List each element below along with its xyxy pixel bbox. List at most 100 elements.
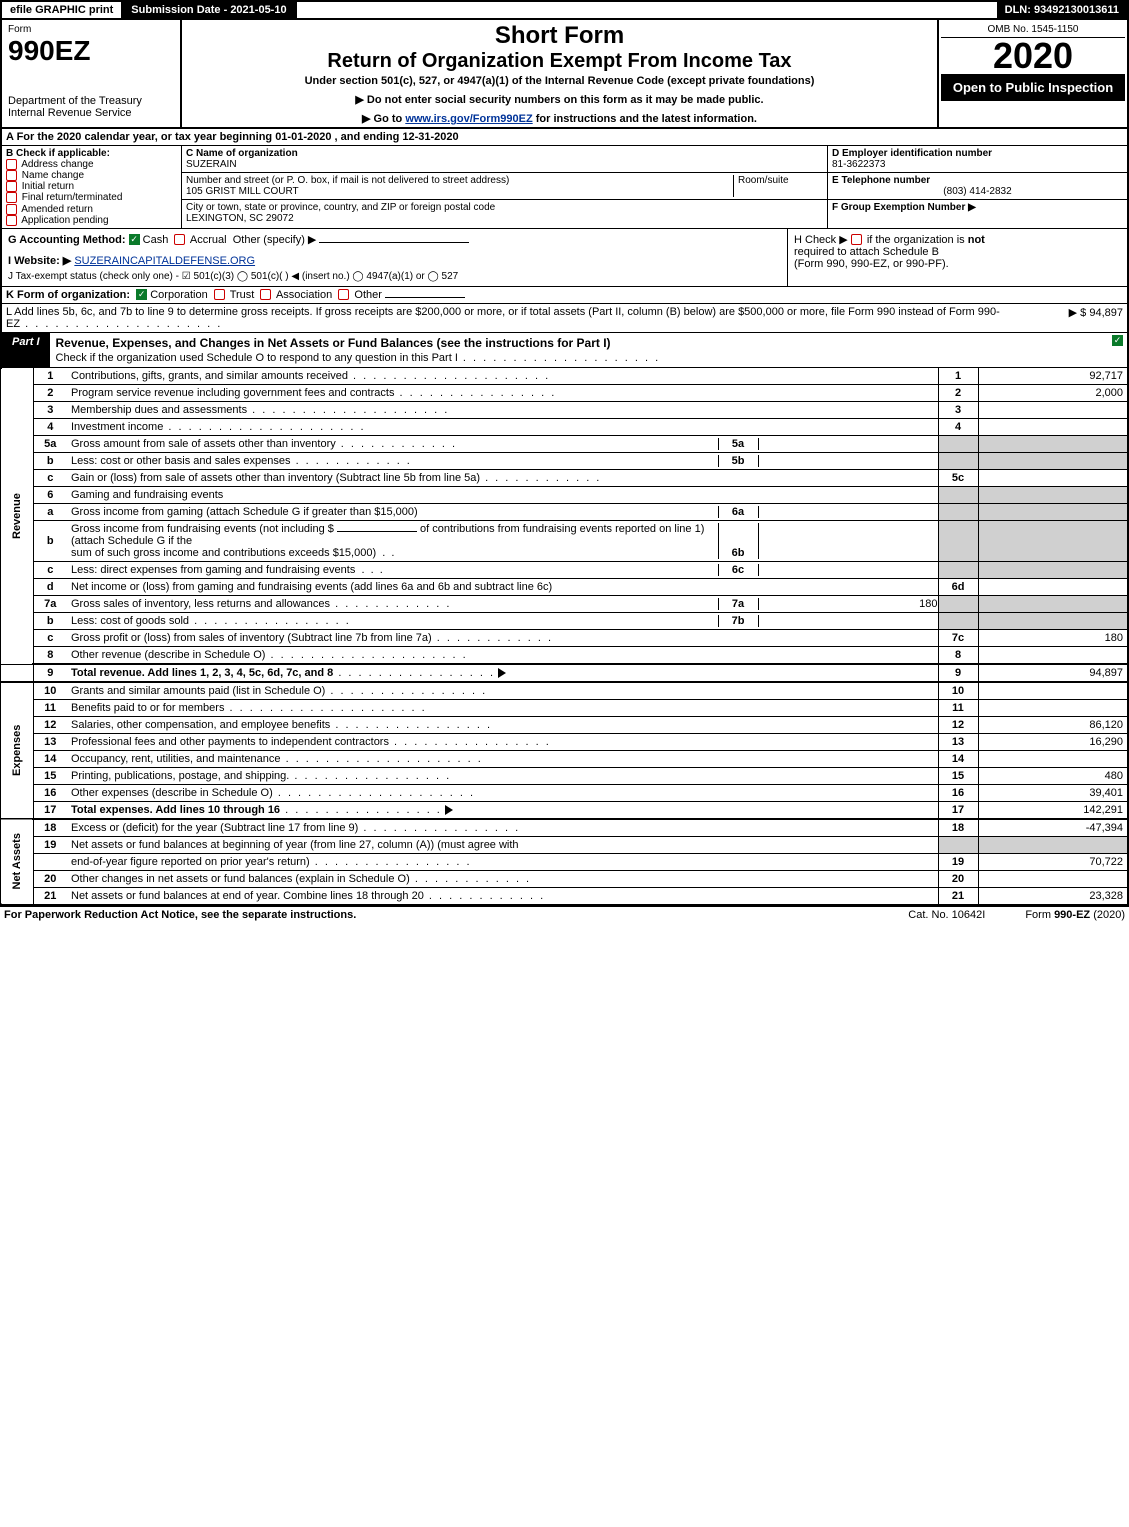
efile-print-button[interactable]: efile GRAPHIC print bbox=[2, 2, 123, 18]
t7a: Gross sales of inventory, less returns a… bbox=[71, 598, 330, 610]
chk-assoc[interactable] bbox=[260, 289, 271, 300]
line-14: 14 Occupancy, rent, utilities, and maint… bbox=[1, 750, 1128, 767]
t5c: Gain or (loss) from sale of assets other… bbox=[71, 472, 480, 484]
gv7b bbox=[978, 612, 1128, 629]
other-org-input[interactable] bbox=[385, 297, 465, 298]
under-section: Under section 501(c), 527, or 4947(a)(1)… bbox=[186, 75, 933, 87]
6b-amount-input[interactable] bbox=[337, 531, 417, 532]
gv6a bbox=[978, 503, 1128, 520]
sc6c: 6c bbox=[718, 564, 758, 576]
chk-other-org[interactable] bbox=[338, 289, 349, 300]
g5b bbox=[938, 452, 978, 469]
t15: Printing, publications, postage, and shi… bbox=[71, 770, 289, 782]
r15: 15 bbox=[938, 767, 978, 784]
v2: 2,000 bbox=[978, 384, 1128, 401]
t12: Salaries, other compensation, and employ… bbox=[71, 719, 330, 731]
line-5c: c Gain or (loss) from sale of assets oth… bbox=[1, 469, 1128, 486]
line-6d: d Net income or (loss) from gaming and f… bbox=[1, 578, 1128, 595]
gv6c bbox=[978, 561, 1128, 578]
irs-link[interactable]: www.irs.gov/Form990EZ bbox=[405, 113, 532, 125]
row-a-tax-year: A For the 2020 calendar year, or tax yea… bbox=[0, 129, 1129, 146]
tax-year: 2020 bbox=[941, 38, 1125, 74]
line-4: 4 Investment income 4 bbox=[1, 418, 1128, 435]
part1-tag: Part I bbox=[2, 333, 50, 367]
sc6b: 6b bbox=[718, 523, 758, 559]
g7a bbox=[938, 595, 978, 612]
n6: 6 bbox=[33, 486, 67, 503]
header-col-title: Short Form Return of Organization Exempt… bbox=[182, 20, 937, 127]
chk-address-change[interactable]: Address change bbox=[6, 159, 177, 170]
chk-accrual[interactable] bbox=[174, 234, 185, 245]
v15: 480 bbox=[978, 767, 1128, 784]
r7c: 7c bbox=[938, 629, 978, 646]
line-6b: b Gross income from fundraising events (… bbox=[1, 520, 1128, 561]
g6b bbox=[938, 520, 978, 561]
n16: 16 bbox=[33, 784, 67, 801]
chk-h[interactable] bbox=[851, 234, 862, 245]
t13: Professional fees and other payments to … bbox=[71, 736, 389, 748]
row-g: G Accounting Method: ✓ Cash Accrual Othe… bbox=[2, 229, 787, 286]
part1-title: Revenue, Expenses, and Changes in Net As… bbox=[50, 333, 1108, 367]
chk-schedule-o[interactable]: ✓ bbox=[1112, 335, 1123, 346]
chk-initial-return[interactable]: Initial return bbox=[6, 181, 177, 192]
part1-checkbox-cell: ✓ bbox=[1108, 333, 1127, 367]
r1: 1 bbox=[938, 368, 978, 385]
v18: -47,394 bbox=[978, 819, 1128, 837]
chk-trust[interactable] bbox=[214, 289, 225, 300]
line-6a: a Gross income from gaming (attach Sched… bbox=[1, 503, 1128, 520]
r6d: 6d bbox=[938, 578, 978, 595]
lbl-address-change: Address change bbox=[21, 159, 93, 170]
sv6a bbox=[758, 506, 938, 518]
box-b-title: B Check if applicable: bbox=[6, 148, 177, 159]
row-l: L Add lines 5b, 6c, and 7b to line 9 to … bbox=[0, 304, 1129, 333]
dln-label: DLN: 93492130013611 bbox=[997, 2, 1127, 18]
n3: 3 bbox=[33, 401, 67, 418]
v6d bbox=[978, 578, 1128, 595]
goto-post: for instructions and the latest informat… bbox=[533, 113, 757, 125]
footer-form-year: (2020) bbox=[1090, 909, 1125, 921]
gv19 bbox=[978, 836, 1128, 853]
chk-corp[interactable]: ✓ bbox=[136, 289, 147, 300]
sc5b: 5b bbox=[718, 455, 758, 467]
tab-expenses: Expenses bbox=[1, 682, 33, 819]
line-5b: b Less: cost or other basis and sales ex… bbox=[1, 452, 1128, 469]
org-address: 105 GRIST MILL COURT bbox=[186, 186, 299, 197]
lbl-amended-return: Amended return bbox=[21, 204, 93, 215]
v21: 23,328 bbox=[978, 887, 1128, 904]
chk-final-return[interactable]: Final return/terminated bbox=[6, 192, 177, 203]
r19: 19 bbox=[938, 853, 978, 870]
v9: 94,897 bbox=[978, 664, 1128, 682]
t6c: Less: direct expenses from gaming and fu… bbox=[71, 564, 355, 576]
lbl-trust: Trust bbox=[230, 289, 255, 301]
sv6c bbox=[758, 564, 938, 576]
t21: Net assets or fund balances at end of ye… bbox=[71, 890, 424, 902]
website-link[interactable]: SUZERAINCAPITALDEFENSE.ORG bbox=[74, 255, 255, 267]
r18: 18 bbox=[938, 819, 978, 837]
org-city: LEXINGTON, SC 29072 bbox=[186, 213, 294, 224]
t6d: Net income or (loss) from gaming and fun… bbox=[71, 581, 552, 593]
n7a: 7a bbox=[33, 595, 67, 612]
r12: 12 bbox=[938, 716, 978, 733]
page-footer: For Paperwork Reduction Act Notice, see … bbox=[0, 905, 1129, 923]
v3 bbox=[978, 401, 1128, 418]
line-5a: 5a Gross amount from sale of assets othe… bbox=[1, 435, 1128, 452]
n19b bbox=[33, 853, 67, 870]
city-label: City or town, state or province, country… bbox=[186, 202, 495, 213]
sc6a: 6a bbox=[718, 506, 758, 518]
k-label: K Form of organization: bbox=[6, 289, 130, 301]
submission-date-button[interactable]: Submission Date - 2021-05-10 bbox=[123, 2, 296, 18]
chk-amended-return[interactable]: Amended return bbox=[6, 204, 177, 215]
lbl-application-pending: Application pending bbox=[21, 215, 108, 226]
box-b: B Check if applicable: Address change Na… bbox=[2, 146, 182, 228]
t5b: Less: cost or other basis and sales expe… bbox=[71, 455, 291, 467]
line-2: 2 Program service revenue including gove… bbox=[1, 384, 1128, 401]
n6a: a bbox=[33, 503, 67, 520]
v19: 70,722 bbox=[978, 853, 1128, 870]
chk-application-pending[interactable]: Application pending bbox=[6, 215, 177, 226]
chk-cash[interactable]: ✓ bbox=[129, 234, 140, 245]
r13: 13 bbox=[938, 733, 978, 750]
other-specify-input[interactable] bbox=[319, 242, 469, 243]
n18: 18 bbox=[33, 819, 67, 837]
chk-name-change[interactable]: Name change bbox=[6, 170, 177, 181]
t9: Total revenue. Add lines 1, 2, 3, 4, 5c,… bbox=[71, 667, 333, 679]
